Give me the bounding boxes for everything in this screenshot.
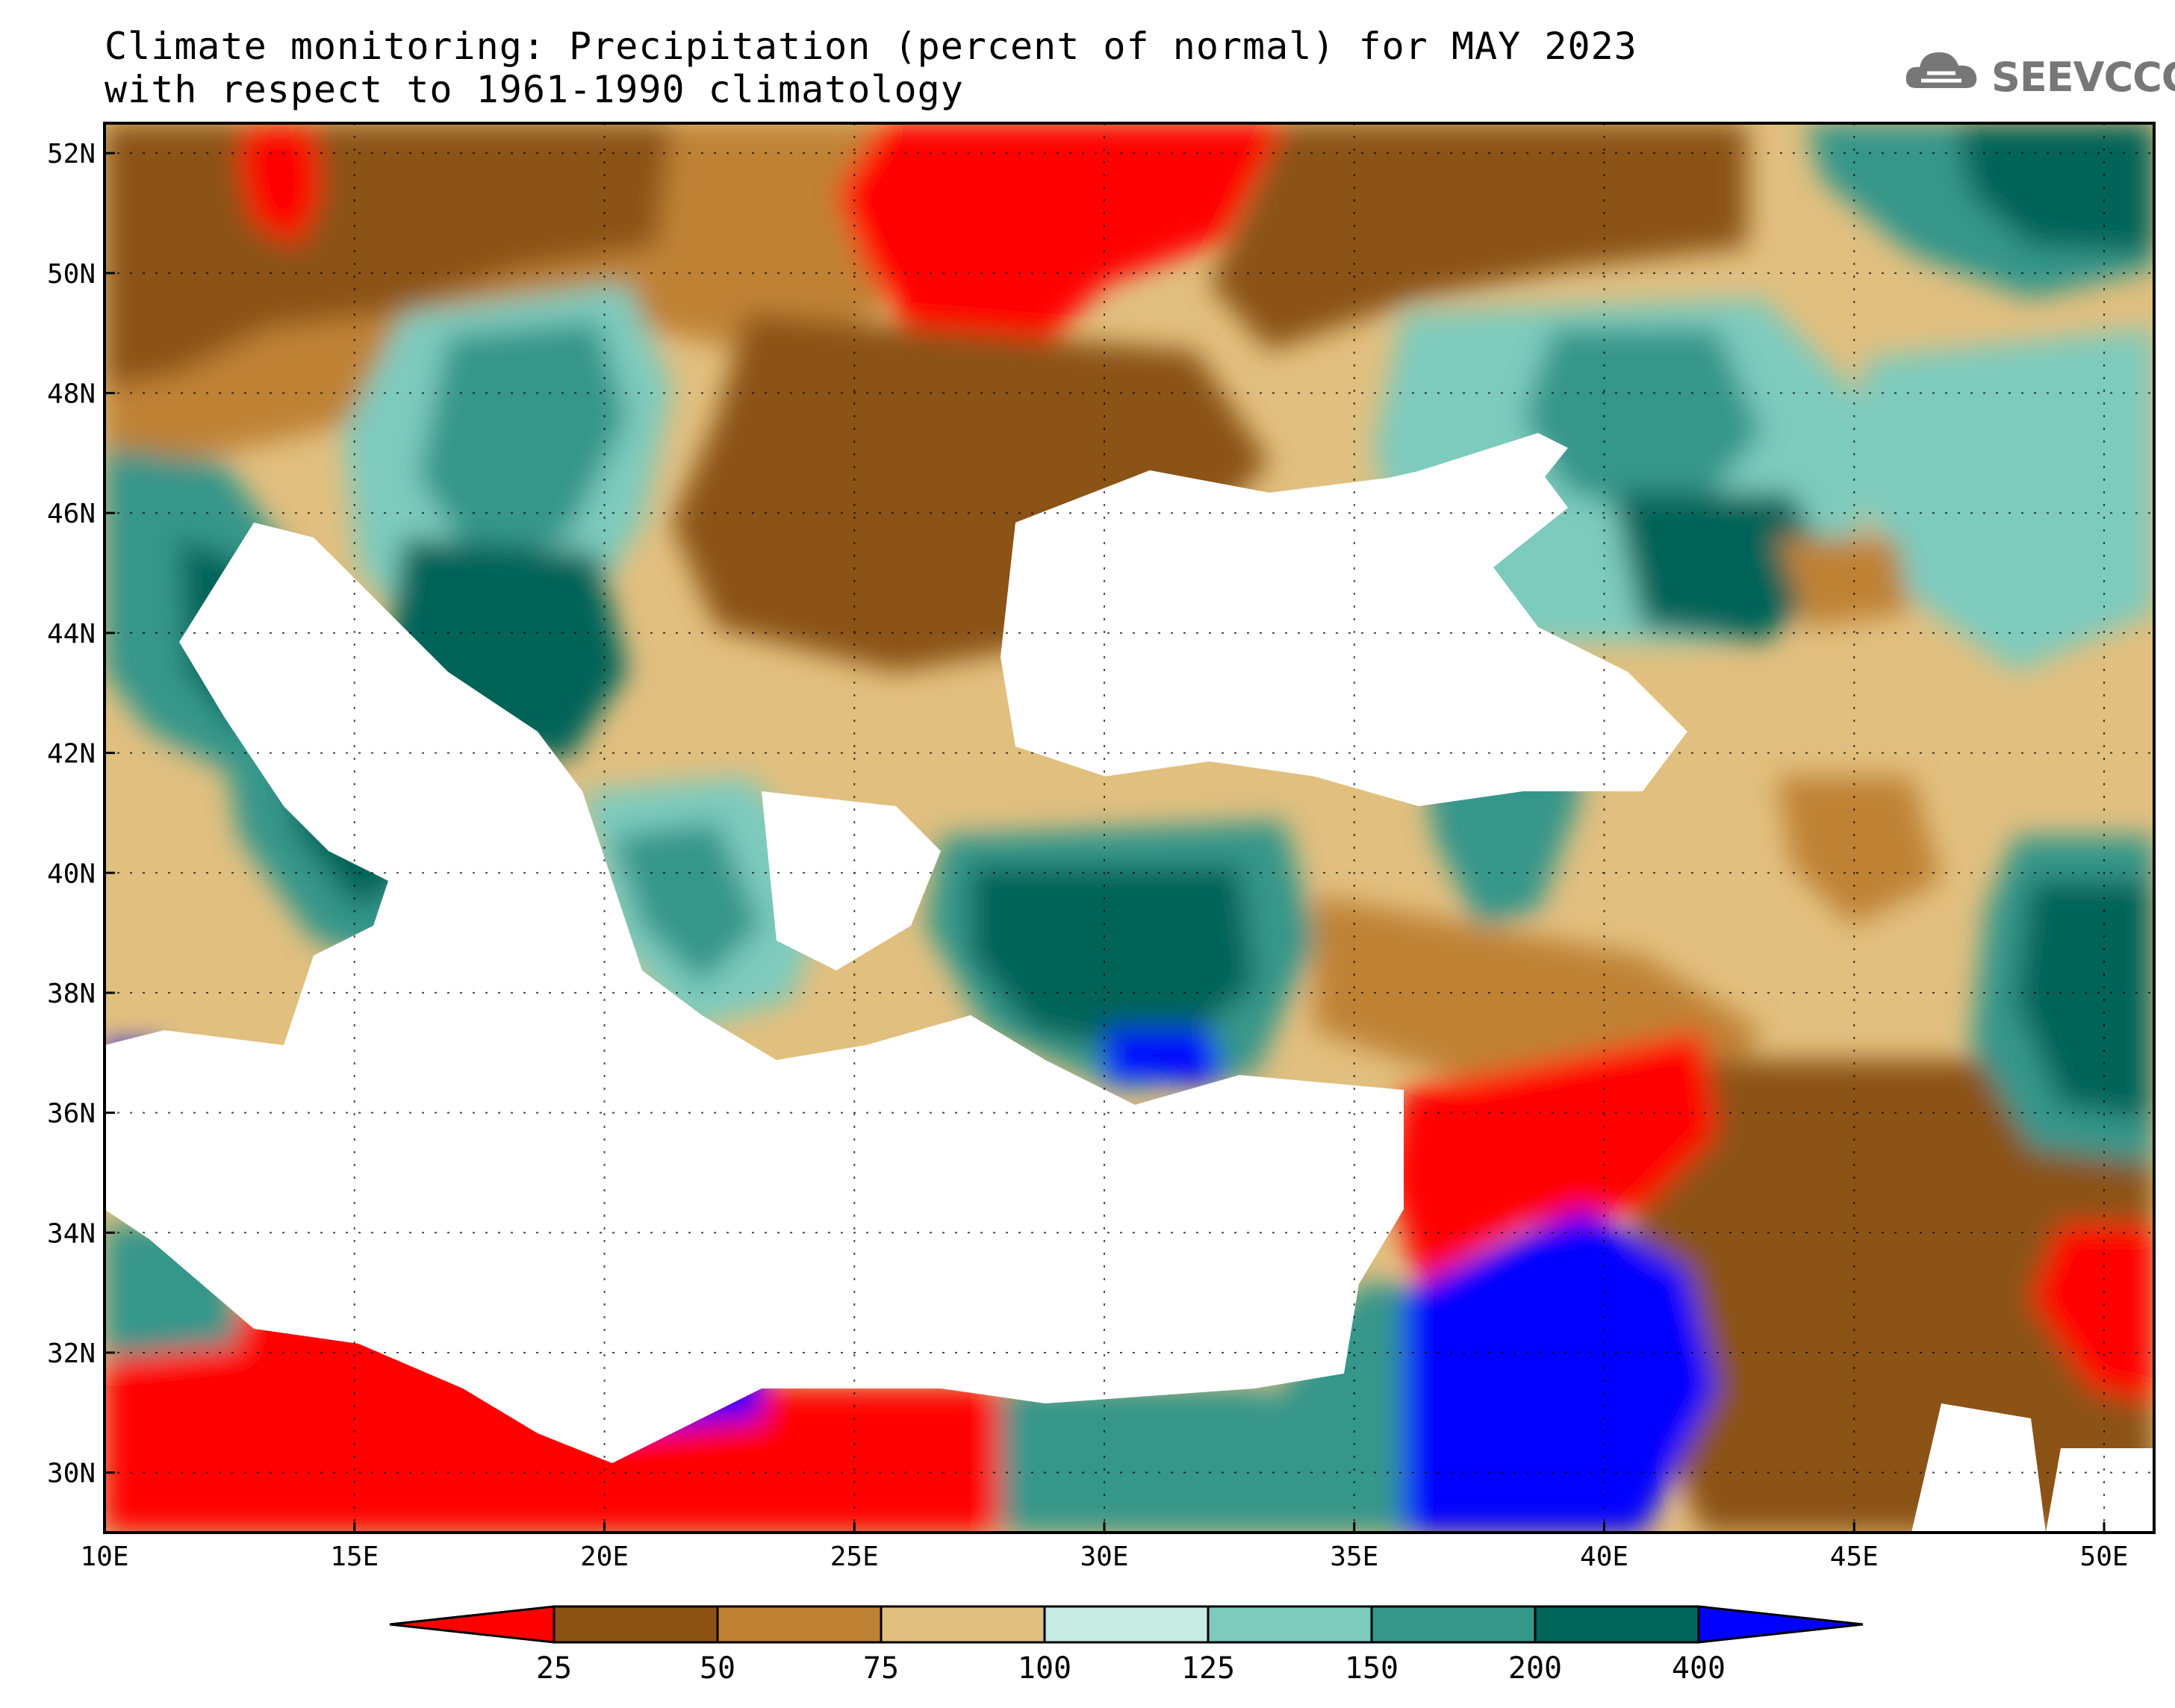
colorbar-label: 125 <box>1181 1651 1235 1686</box>
colorbar-label: 25 <box>536 1651 572 1686</box>
y-tick-label: 32N <box>47 1338 96 1369</box>
chart-title: Climate monitoring: Precipitation (perce… <box>105 25 1637 68</box>
colorbar-box <box>1207 1605 1373 1644</box>
y-tick-label: 30N <box>47 1459 96 1489</box>
logo-text: SEEVCCC <box>1991 54 2175 101</box>
y-tick-label: 38N <box>47 979 96 1009</box>
sea-mask <box>105 433 2154 1533</box>
colorbar-label: 100 <box>1018 1651 1071 1686</box>
colorbar-label: 150 <box>1345 1651 1398 1686</box>
y-tick-label: 46N <box>47 499 96 529</box>
colorbar-extend-high <box>1697 1605 1864 1644</box>
x-tick-label: 20E <box>580 1542 629 1572</box>
colorbar-label: 50 <box>700 1651 735 1686</box>
x-tick-label: 30E <box>1080 1542 1129 1572</box>
colorbar-label: 200 <box>1508 1651 1562 1686</box>
y-axis-ticks: 52N 50N 48N 46N 44N 42N 40N 38N 36N 34N 32N 30N <box>47 139 115 1489</box>
colorbar-label: 400 <box>1672 1651 1726 1686</box>
colorbar-box <box>1370 1605 1537 1644</box>
colorbar-label: 75 <box>863 1651 899 1686</box>
colorbar-box <box>880 1605 1046 1644</box>
y-tick-label: 40N <box>47 858 96 889</box>
colorbar-box <box>716 1605 883 1644</box>
x-axis-ticks: 10E 15E 20E 25E 30E 35E 40E 45E 50E <box>80 1522 2129 1572</box>
x-tick-label: 15E <box>330 1542 379 1572</box>
x-tick-label: 50E <box>2080 1542 2129 1572</box>
x-tick-label: 35E <box>1330 1542 1378 1572</box>
x-tick-label: 45E <box>1830 1542 1879 1572</box>
y-tick-label: 36N <box>47 1099 96 1129</box>
x-tick-label: 25E <box>830 1542 879 1572</box>
map-frame <box>103 122 2156 1534</box>
seevccc-logo: SEEVCCC <box>1902 42 2175 109</box>
y-tick-label: 48N <box>47 379 96 410</box>
chart-subtitle: with respect to 1961-1990 climatology <box>105 68 964 111</box>
colorbar-legend: 25 50 75 100 125 150 200 400 <box>389 1605 1864 1686</box>
colorbar-box <box>553 1605 719 1644</box>
y-tick-label: 52N <box>47 139 96 169</box>
y-tick-label: 44N <box>47 619 96 649</box>
y-tick-label: 50N <box>47 259 96 290</box>
x-tick-label: 10E <box>80 1542 128 1572</box>
colorbar-box <box>1043 1605 1210 1644</box>
colorbar-box <box>1534 1605 1700 1644</box>
colorbar-extend-low <box>389 1605 556 1644</box>
y-tick-label: 42N <box>47 739 96 770</box>
cloud-logo-icon <box>1905 52 1977 88</box>
precipitation-field <box>105 123 2154 1533</box>
y-tick-label: 34N <box>47 1218 96 1249</box>
x-tick-label: 40E <box>1580 1542 1628 1572</box>
